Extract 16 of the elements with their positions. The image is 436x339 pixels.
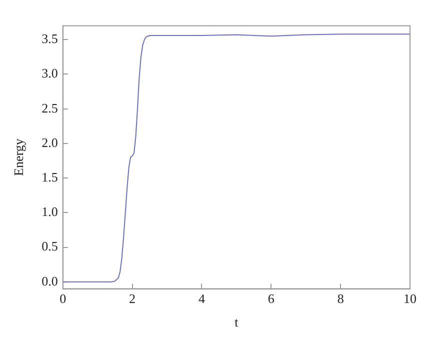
x-tick-label: 8 bbox=[337, 291, 344, 306]
y-tick-label: 0.0 bbox=[42, 273, 58, 288]
y-tick-label: 2.0 bbox=[42, 134, 58, 150]
x-axis-title: t bbox=[234, 314, 239, 330]
y-tick-label: 1.0 bbox=[42, 204, 58, 220]
y-axis-title: Energy bbox=[11, 138, 26, 176]
x-tick-label: 2 bbox=[129, 291, 136, 306]
y-tick-label: 0.5 bbox=[42, 238, 58, 254]
x-tick-label: 4 bbox=[198, 291, 206, 306]
y-tick-label: 3.0 bbox=[42, 66, 58, 81]
x-tick-label: 6 bbox=[268, 291, 275, 306]
x-tick-label: 0 bbox=[60, 291, 66, 306]
x-tick-label: 10 bbox=[404, 291, 416, 306]
y-tick-label: 1.5 bbox=[42, 169, 58, 184]
y-tick-label: 2.5 bbox=[42, 100, 58, 116]
y-tick-label: 3.5 bbox=[42, 31, 58, 46]
